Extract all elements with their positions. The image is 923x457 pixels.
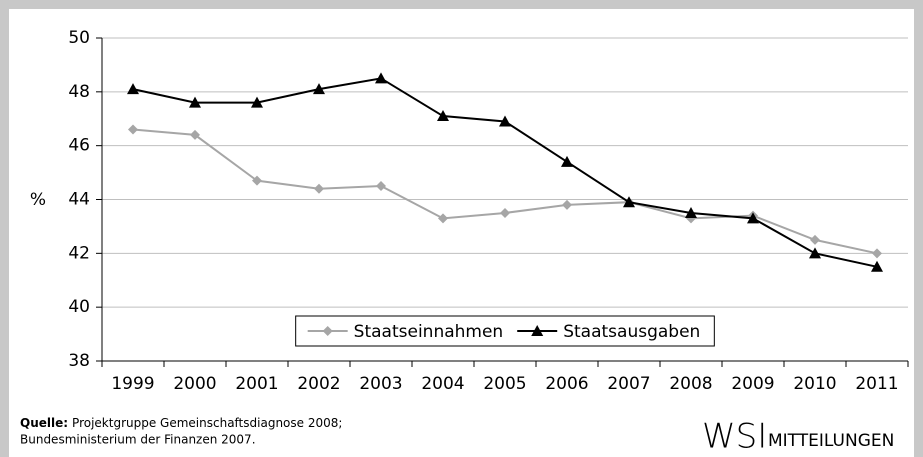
x-tick-label: 2010 <box>793 374 836 394</box>
x-tick-label: 2003 <box>359 374 402 394</box>
marker <box>190 129 200 140</box>
x-tick-label: 2005 <box>483 374 526 394</box>
source-label: Quelle: <box>20 416 68 430</box>
marker <box>128 124 138 135</box>
marker <box>189 96 201 108</box>
logo-sub: MITTEILUNGEN <box>768 431 894 451</box>
source: Quelle: Projektgruppe Gemeinschaftsdiagno… <box>20 416 342 430</box>
legend-box <box>295 315 715 347</box>
marker <box>809 247 821 259</box>
legend: Staatseinnahmen Staatsausgaben <box>295 315 715 347</box>
marker <box>314 183 324 194</box>
marker <box>375 72 387 84</box>
marker <box>685 206 697 218</box>
marker <box>322 326 333 336</box>
marker <box>747 212 759 224</box>
y-tick-label: 38 <box>68 351 90 371</box>
y-tick-label: 50 <box>68 28 90 48</box>
marker <box>376 181 386 192</box>
marker <box>127 83 139 95</box>
y-tick-label: 48 <box>68 82 90 102</box>
marker <box>438 213 448 224</box>
marker <box>252 175 262 186</box>
y-axis-label: % <box>30 190 46 210</box>
marker <box>810 234 820 245</box>
x-tick-label: 2011 <box>855 374 898 394</box>
legend-label: Staatseinnahmen <box>354 322 504 342</box>
marker <box>499 115 511 127</box>
x-tick-label: 2008 <box>669 374 712 394</box>
panel <box>9 9 914 457</box>
marker <box>437 110 449 122</box>
x-tick-label: 2006 <box>545 374 588 394</box>
source-line: Projektgruppe Gemeinschaftsdiagnose 2008… <box>72 416 342 430</box>
marker <box>313 83 325 95</box>
marker <box>500 207 510 218</box>
marker <box>872 248 882 259</box>
x-tick-label: 2009 <box>731 374 774 394</box>
x-tick-label: 2001 <box>235 374 278 394</box>
marker <box>561 155 573 167</box>
marker <box>531 325 544 336</box>
y-tick-label: 46 <box>68 136 90 156</box>
x-tick-label: 2007 <box>607 374 650 394</box>
logo: WSI <box>702 417 767 457</box>
legend-label: Staatsausgaben <box>563 322 700 342</box>
y-tick-label: 42 <box>68 243 90 263</box>
marker <box>562 199 572 210</box>
marker <box>871 260 883 272</box>
marker <box>251 96 263 108</box>
x-tick-label: 2004 <box>421 374 464 394</box>
x-tick-label: 2002 <box>297 374 340 394</box>
y-tick-label: 40 <box>68 297 90 317</box>
marker <box>623 196 635 208</box>
x-tick-label: 1999 <box>111 374 154 394</box>
source-line: Bundesministerium der Finanzen 2007. <box>20 433 256 447</box>
y-tick-label: 44 <box>68 190 90 210</box>
x-tick-label: 2000 <box>173 374 216 394</box>
